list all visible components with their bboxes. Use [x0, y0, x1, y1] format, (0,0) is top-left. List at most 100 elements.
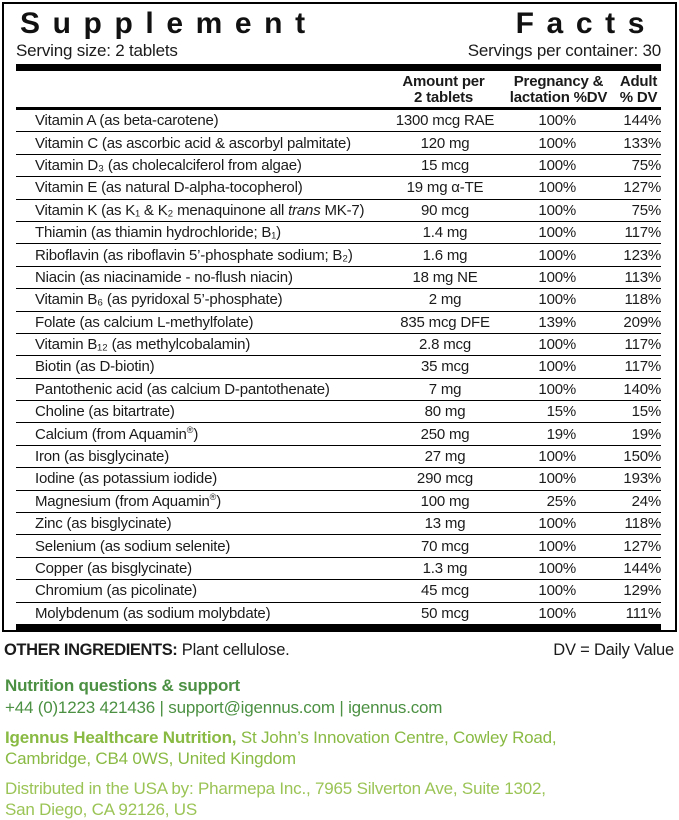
nutrient-row: Zinc (as bisglycinate) 13 mg 100% 118% — [16, 512, 661, 534]
nutrient-name: Thiamin (as thiamin hydrochloride; B₁) — [35, 224, 281, 242]
nutrient-row: Magnesium (from Aquamin®) 100 mg 25% 24% — [16, 489, 661, 512]
contact-block: Nutrition questions & support +44 (0)122… — [5, 675, 674, 820]
nutrient-row: Molybdenum (as sodium molybdate) 50 mcg 10… — [16, 601, 662, 624]
nutrient-amount: 1.3 mg — [422, 560, 468, 577]
nutrient-row: Selenium (as sodium selenite) 70 mcg 100% 1… — [16, 534, 661, 556]
other-ingredients-value: Plant cellulose. — [181, 641, 290, 659]
divider-thick-bottom — [16, 624, 661, 630]
nutrient-row: Niacin (as niacinamide - no-flush niacin… — [16, 265, 662, 288]
nutrient-row: Pantothenic acid (as calcium D-pantothen… — [16, 377, 661, 400]
nutrient-adult-dv: 15% — [631, 403, 662, 421]
nutrient-adult-dv: 209% — [623, 313, 661, 331]
nutrient-name: Vitamin B₁₂ (as methylcobalamin) — [35, 336, 251, 354]
nutrient-name: Iodine (as potassium iodide) — [35, 470, 218, 488]
nutrient-amount: 13 mg — [424, 515, 466, 533]
nutrient-adult-dv: 118% — [624, 515, 662, 533]
nutrient-row: Iron (as bisglycinate) 27 mg 100% 150% — [16, 444, 661, 467]
nutrient-row: Vitamin B₁₂ (as methylcobalamin) 2.8 mcg 1… — [16, 332, 661, 355]
nutrient-pregnancy-dv: 100% — [538, 336, 576, 354]
nutrient-adult-dv: 117% — [624, 358, 662, 376]
nutrient-name: Pantothenic acid (as calcium D-pantothen… — [35, 380, 330, 398]
nutrient-name: Vitamin B₆ (as pyridoxal 5’-phosphate) — [35, 291, 283, 309]
column-header-amount: Amount per 2 tablets — [402, 73, 485, 106]
nutrient-amount: 50 mcg — [421, 604, 469, 622]
nutrient-adult-dv: 193% — [623, 470, 661, 488]
column-header-adult: Adult % DV — [619, 73, 658, 106]
nutrient-adult-dv: 113% — [624, 268, 662, 286]
nutrient-pregnancy-dv: 100% — [538, 134, 576, 152]
nutrient-name: Vitamin E (as natural D-alpha-tocopherol… — [35, 179, 303, 197]
nutrient-row: Vitamin K (as K₁ & K₂ menaquinone all tr… — [16, 198, 662, 221]
company-address: Igennus Healthcare Nutrition, St John’s … — [5, 727, 674, 769]
nutrient-pregnancy-dv: 100% — [538, 448, 576, 466]
column-header-pregnancy: Pregnancy & lactation %DV — [509, 73, 608, 106]
nutrient-amount: 100 mg — [420, 492, 470, 510]
nutrient-pregnancy-dv: 100% — [538, 224, 576, 242]
nutrient-name: Calcium (from Aquamin®) — [35, 425, 199, 444]
nutrient-adult-dv: 118% — [624, 291, 662, 309]
company-address-part1: St John’s Innovation Centre, Cowley Road… — [236, 728, 557, 747]
serving-size-text: Serving size: 2 tablets — [16, 41, 178, 60]
nutrient-amount: 27 mg — [424, 448, 466, 466]
nutrient-amount: 2.8 mcg — [419, 336, 471, 354]
nutrient-row: Choline (as bitartrate) 80 mg 15% 15% — [16, 400, 661, 422]
nutrient-amount: 1.6 mg — [422, 246, 468, 264]
nutrient-row: Chromium (as picolinate) 45 mcg 100% 129% — [16, 579, 661, 601]
nutrient-name: Choline (as bitartrate) — [35, 403, 175, 421]
nutrient-row: Vitamin C (as ascorbic acid & ascorbyl p… — [16, 131, 661, 153]
nutrient-amount: 835 mcg DFE — [400, 313, 490, 331]
distributor-address: Distributed in the USA by: Pharmepa Inc.… — [5, 778, 674, 820]
nutrient-row: Vitamin E (as natural D-alpha-tocopherol… — [16, 176, 661, 198]
nutrient-pregnancy-dv: 100% — [538, 291, 576, 309]
nutrient-name: Iron (as bisglycinate) — [35, 448, 169, 466]
nutrient-row: Vitamin A (as beta-carotene) 1300 mcg RAE… — [16, 110, 661, 131]
nutrient-amount: 15 mcg — [421, 156, 469, 174]
serving-info-row: Serving size: 2 tablets Servings per con… — [16, 41, 661, 61]
nutrient-row: Folate (as calcium L-methylfolate) 835 mc… — [16, 310, 661, 333]
nutrient-row: Thiamin (as thiamin hydrochloride; B₁) 1.… — [16, 220, 662, 243]
nutrient-adult-dv: 111% — [625, 604, 662, 622]
nutrient-adult-dv: 19% — [631, 425, 662, 443]
nutrient-adult-dv: 127% — [623, 537, 661, 555]
nutrient-name: Chromium (as picolinate) — [35, 582, 197, 600]
nutrient-adult-dv: 117% — [624, 224, 662, 242]
nutrient-amount: 90 mcg — [421, 201, 469, 219]
support-contact-line: +44 (0)1223 421436 | support@igennus.com… — [5, 698, 443, 717]
nutrient-name: Magnesium (from Aquamin®) — [35, 492, 222, 511]
nutrient-pregnancy-dv: 100% — [538, 537, 576, 555]
nutrient-adult-dv: 75% — [631, 156, 662, 174]
nutrient-row: Riboflavin (as riboflavin 5’-phosphate s… — [16, 243, 661, 265]
nutrient-pregnancy-dv: 100% — [538, 112, 576, 130]
nutrient-pregnancy-dv: 19% — [546, 425, 577, 443]
nutrient-pregnancy-dv: 100% — [538, 470, 576, 488]
title-word-facts: Facts — [515, 7, 657, 40]
company-name: Igennus Healthcare Nutrition, — [5, 728, 237, 747]
nutrient-amount: 35 mcg — [421, 358, 469, 376]
nutrient-pregnancy-dv: 139% — [538, 313, 576, 331]
nutrient-adult-dv: 133% — [623, 134, 661, 152]
nutrient-pregnancy-dv: 100% — [538, 358, 576, 376]
support-heading: Nutrition questions & support — [5, 676, 241, 695]
nutrient-amount: 2 mg — [428, 291, 462, 309]
nutrient-adult-dv: 123% — [623, 246, 661, 264]
nutrient-row: Biotin (as D-biotin) 35 mcg 100% 117% — [16, 355, 661, 377]
nutrient-name: Folate (as calcium L-methylfolate) — [35, 313, 254, 331]
nutrient-amount: 290 mcg — [416, 470, 474, 488]
nutrient-name: Molybdenum (as sodium molybdate) — [35, 604, 271, 622]
nutrient-amount: 1300 mcg RAE — [395, 112, 495, 130]
servings-per-container-text: Servings per container: 30 — [467, 41, 661, 60]
nutrient-pregnancy-dv: 100% — [538, 201, 576, 219]
nutrient-pregnancy-dv: 100% — [538, 268, 576, 286]
nutrient-name: Biotin (as D-biotin) — [35, 358, 155, 376]
nutrient-name: Vitamin A (as beta-carotene) — [35, 112, 219, 130]
nutrient-name: Vitamin K (as K₁ & K₂ menaquinone all tr… — [35, 201, 365, 219]
nutrient-pregnancy-dv: 100% — [538, 515, 576, 533]
nutrient-adult-dv: 144% — [623, 112, 661, 130]
nutrient-name: Vitamin D₃ (as cholecalciferol from alga… — [35, 156, 302, 174]
nutrient-adult-dv: 129% — [623, 582, 661, 600]
nutrient-adult-dv: 75% — [631, 201, 662, 219]
nutrient-row: Iodine (as potassium iodide) 290 mcg 100% 1… — [16, 467, 661, 489]
title-word-supplement: Supplement — [20, 7, 318, 40]
company-address-part2: Cambridge, CB4 0WS, United Kingdom — [5, 749, 296, 768]
